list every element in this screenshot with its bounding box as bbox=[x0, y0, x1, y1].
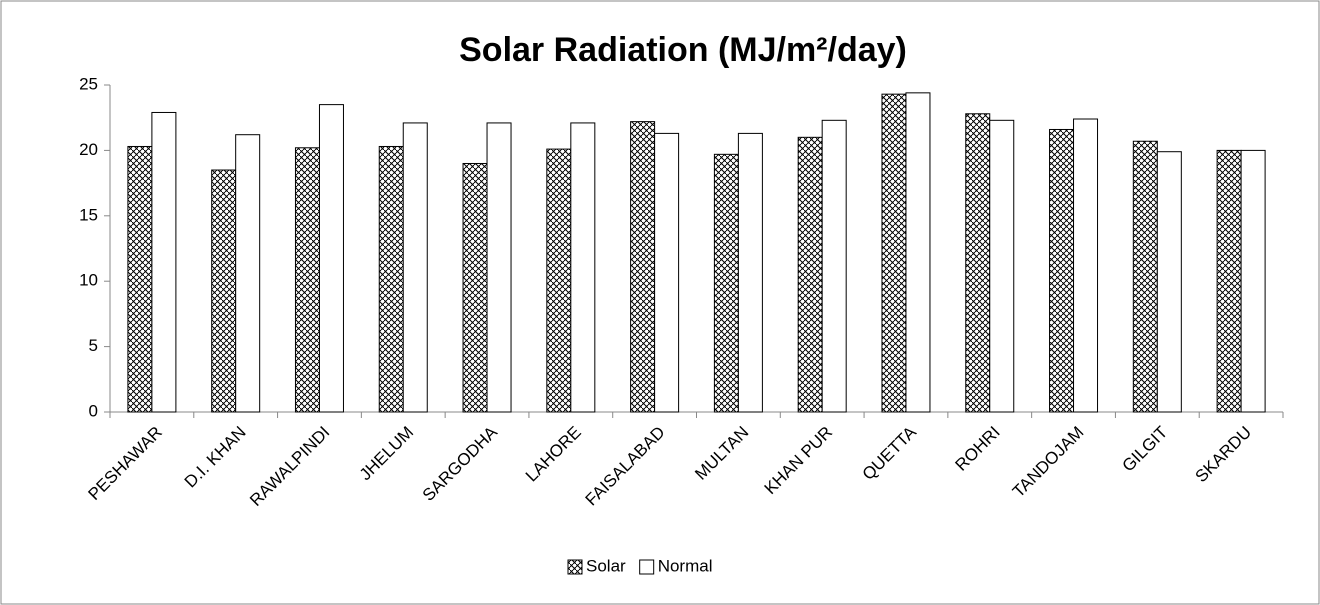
bar bbox=[989, 119, 1015, 413]
bar bbox=[630, 121, 656, 413]
bar bbox=[546, 148, 572, 413]
legend-label: Normal bbox=[658, 556, 713, 575]
bar bbox=[821, 119, 847, 413]
bar bbox=[1240, 149, 1266, 413]
legend-swatch bbox=[639, 559, 655, 575]
bar bbox=[905, 92, 931, 413]
bar bbox=[378, 145, 404, 413]
bar bbox=[1156, 151, 1182, 413]
bar bbox=[965, 113, 991, 413]
y-tick-label: 20 bbox=[79, 140, 98, 159]
y-tick-label: 15 bbox=[79, 205, 98, 224]
bar bbox=[127, 145, 153, 413]
bar bbox=[318, 104, 344, 413]
bar bbox=[1216, 149, 1242, 413]
bar bbox=[294, 147, 320, 413]
bar bbox=[881, 93, 907, 413]
bar bbox=[1049, 128, 1075, 413]
bar bbox=[737, 132, 763, 413]
bar bbox=[462, 162, 488, 413]
bar bbox=[1073, 118, 1099, 413]
bar bbox=[486, 122, 512, 413]
legend-swatch bbox=[567, 559, 583, 575]
bar bbox=[713, 153, 739, 413]
bar bbox=[402, 122, 428, 413]
bar bbox=[570, 122, 596, 413]
y-tick-label: 10 bbox=[79, 271, 98, 290]
legend-label: Solar bbox=[586, 556, 626, 575]
chart-title: Solar Radiation (MJ/m²/day) bbox=[459, 31, 907, 69]
bar bbox=[211, 169, 237, 413]
bar bbox=[151, 111, 177, 413]
bar bbox=[654, 132, 680, 413]
y-tick-label: 0 bbox=[89, 401, 98, 420]
y-tick-label: 5 bbox=[89, 336, 98, 355]
bar bbox=[235, 134, 261, 413]
y-tick-label: 25 bbox=[79, 74, 98, 93]
bar bbox=[797, 136, 823, 413]
bar bbox=[1132, 140, 1158, 413]
